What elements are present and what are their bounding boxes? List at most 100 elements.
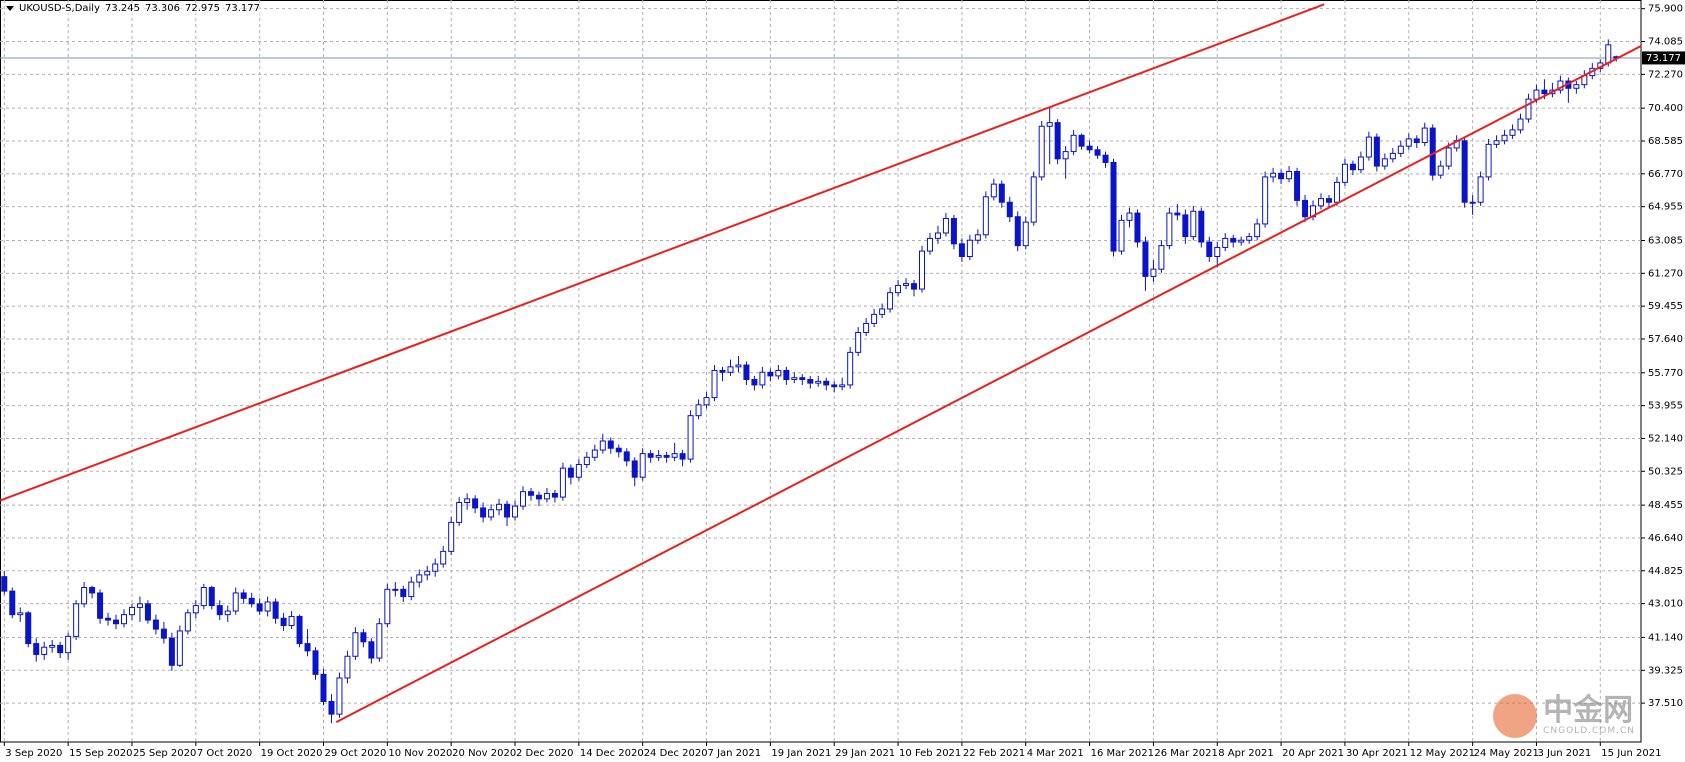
candle-body-down bbox=[719, 369, 726, 373]
watermark-logo bbox=[1493, 694, 1538, 738]
x-tick-label: 25 Sep 2020 bbox=[133, 748, 196, 759]
candle-body-down bbox=[998, 183, 1005, 203]
candle-body-up bbox=[903, 283, 910, 286]
candle-body-up bbox=[1333, 181, 1340, 203]
candle-body-down bbox=[767, 371, 774, 377]
candle-body-up bbox=[1509, 129, 1516, 136]
candle-body-down bbox=[1078, 134, 1085, 147]
candle-body-up bbox=[448, 521, 455, 552]
candle-body-up bbox=[1214, 246, 1221, 257]
candle-body-down bbox=[144, 603, 151, 621]
trendlines bbox=[0, 3, 1641, 723]
candle-body-up bbox=[408, 581, 415, 598]
watermark-sub: CNGOLD.COM.CN bbox=[1543, 726, 1635, 736]
y-tick-label: 59.455 bbox=[1648, 301, 1683, 312]
chart-header: UKOUSD-S,Daily 73.245 73.306 72.975 73.1… bbox=[6, 3, 261, 14]
x-tick-label: 26 Mar 2021 bbox=[1154, 748, 1217, 759]
candle-body-down bbox=[504, 503, 511, 518]
candle-body-up bbox=[1341, 163, 1348, 183]
x-tick-label: 20 Apr 2021 bbox=[1282, 748, 1344, 759]
candle-body-up bbox=[232, 592, 239, 612]
candle-body-down bbox=[1278, 172, 1285, 180]
candle-body-up bbox=[1389, 152, 1396, 160]
y-tick-label: 39.325 bbox=[1648, 665, 1683, 676]
candle-body-down bbox=[679, 453, 686, 460]
last-open: 73.245 bbox=[105, 3, 141, 14]
last-low: 72.975 bbox=[185, 3, 221, 14]
candle-body-down bbox=[304, 643, 311, 652]
candle-body-up bbox=[1030, 176, 1037, 223]
candle-body-down bbox=[1086, 145, 1093, 151]
candle-body-up bbox=[1126, 212, 1133, 221]
candle-body-up bbox=[432, 563, 439, 572]
candle-body-up bbox=[639, 453, 646, 478]
candle-body-up bbox=[855, 331, 862, 353]
candle-body-up bbox=[1501, 134, 1508, 142]
candle-body-up bbox=[1397, 145, 1404, 154]
candle-body-up bbox=[1118, 219, 1125, 252]
candle-body-up bbox=[1517, 118, 1524, 131]
y-tick-label: 72.270 bbox=[1648, 69, 1683, 80]
candle-body-down bbox=[631, 460, 638, 478]
candle-body-down bbox=[216, 605, 223, 616]
candle-body-down bbox=[113, 619, 120, 625]
candle-body-up bbox=[496, 503, 503, 511]
candle-body-up bbox=[703, 397, 710, 406]
candle-body-up bbox=[543, 492, 550, 500]
x-tick-label: 12 May 2021 bbox=[1410, 748, 1475, 759]
x-tick-label: 10 Nov 2020 bbox=[388, 748, 452, 759]
candle-body-down bbox=[1302, 199, 1309, 218]
candle-body-down bbox=[480, 507, 487, 518]
candle-body-down bbox=[472, 498, 479, 509]
candle-body-down bbox=[950, 218, 957, 245]
candle-body-down bbox=[360, 632, 367, 643]
candle-body-down bbox=[663, 454, 670, 458]
candle-body-up bbox=[1158, 245, 1165, 270]
y-tick-label: 44.825 bbox=[1648, 566, 1683, 577]
current-price-label: 73.177 bbox=[1646, 53, 1681, 64]
candle-body-down bbox=[807, 379, 814, 384]
x-tick-label: 24 May 2021 bbox=[1474, 748, 1539, 759]
candle-body-up bbox=[895, 284, 902, 294]
candles bbox=[1, 39, 1620, 724]
candle-body-up bbox=[575, 464, 582, 478]
candle-body-down bbox=[1349, 163, 1356, 171]
candle-body-down bbox=[296, 615, 303, 645]
candle-body-up bbox=[1046, 122, 1053, 127]
current-price-tag bbox=[1642, 51, 1685, 65]
candle-body-down bbox=[1054, 122, 1061, 160]
candle-body-down bbox=[1, 576, 8, 592]
candle-body-down bbox=[743, 364, 750, 381]
symbol-title: UKOUSD-S,Daily bbox=[19, 3, 101, 14]
candle-body-up bbox=[128, 606, 135, 616]
candle-body-down bbox=[272, 601, 279, 619]
candle-body-down bbox=[312, 650, 319, 675]
candle-body-up bbox=[416, 574, 423, 583]
candle-body-up bbox=[1070, 134, 1077, 153]
candle-body-up bbox=[1254, 223, 1261, 238]
x-tick-label: 7 Oct 2020 bbox=[197, 748, 252, 759]
x-tick-label: 19 Jan 2021 bbox=[771, 748, 831, 759]
menu-icon[interactable] bbox=[6, 6, 14, 11]
y-tick-label: 68.585 bbox=[1648, 136, 1683, 147]
x-tick-label: 20 Nov 2020 bbox=[452, 748, 516, 759]
candle-body-up bbox=[974, 234, 981, 241]
candle-body-up bbox=[288, 615, 295, 627]
candle-body-up bbox=[1318, 198, 1324, 207]
candle-body-down bbox=[1413, 138, 1420, 144]
candle-body-up bbox=[919, 250, 925, 290]
candle-body-up bbox=[488, 509, 495, 518]
candle-body-down bbox=[1182, 214, 1189, 238]
candle-body-up bbox=[1022, 221, 1029, 247]
candle-body-up bbox=[192, 605, 199, 614]
last-close: 73.177 bbox=[225, 3, 261, 14]
candle-body-down bbox=[751, 379, 758, 386]
candle-body-up bbox=[1437, 165, 1444, 176]
candle-body-up bbox=[136, 603, 143, 608]
candle-body-up bbox=[839, 384, 846, 388]
candle-body-down bbox=[57, 644, 64, 654]
candle-body-up bbox=[942, 218, 949, 234]
last-high: 73.306 bbox=[145, 3, 181, 14]
candle-body-down bbox=[535, 494, 542, 500]
